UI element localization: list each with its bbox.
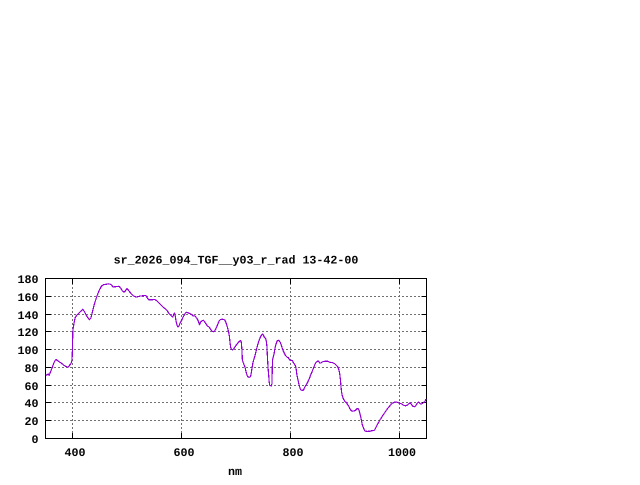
svg-text:80: 80 bbox=[25, 362, 39, 376]
svg-text:1000: 1000 bbox=[388, 446, 416, 460]
svg-text:40: 40 bbox=[25, 397, 39, 411]
svg-text:160: 160 bbox=[18, 291, 39, 305]
svg-text:140: 140 bbox=[18, 309, 39, 323]
svg-text:600: 600 bbox=[174, 446, 195, 460]
svg-text:60: 60 bbox=[25, 380, 39, 394]
svg-text:0: 0 bbox=[32, 433, 39, 447]
svg-text:180: 180 bbox=[18, 273, 39, 287]
svg-text:400: 400 bbox=[65, 446, 86, 460]
svg-text:nm: nm bbox=[228, 465, 242, 479]
svg-text:sr_2026_094_TGF__y03_r_rad 13-: sr_2026_094_TGF__y03_r_rad 13-42-00 bbox=[114, 254, 359, 268]
svg-text:800: 800 bbox=[283, 446, 304, 460]
svg-text:120: 120 bbox=[18, 326, 39, 340]
svg-text:100: 100 bbox=[18, 344, 39, 358]
svg-text:20: 20 bbox=[25, 415, 39, 429]
